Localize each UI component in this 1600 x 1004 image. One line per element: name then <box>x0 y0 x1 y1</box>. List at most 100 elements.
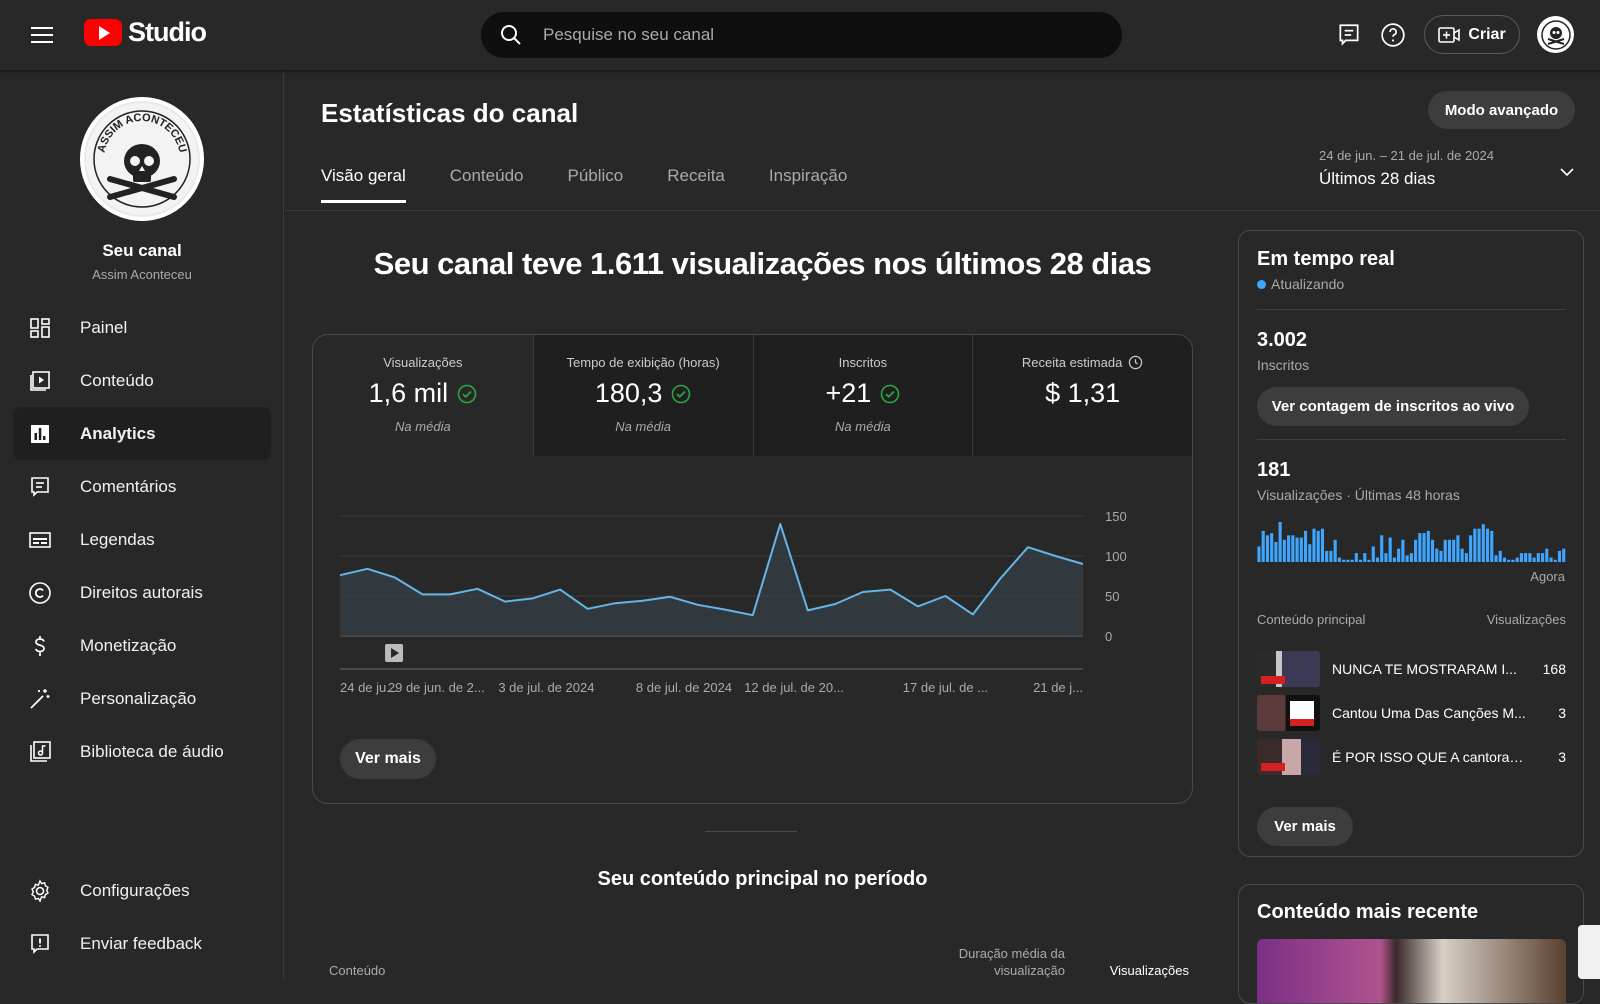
realtime-bar[interactable] <box>1354 553 1358 562</box>
realtime-bar[interactable] <box>1346 559 1350 562</box>
realtime-bar[interactable] <box>1388 537 1392 562</box>
tab-visao-geral[interactable]: Visão geral <box>321 166 406 203</box>
realtime-bar[interactable] <box>1536 553 1540 562</box>
data-point[interactable] <box>530 595 536 601</box>
realtime-bar[interactable] <box>1265 535 1269 562</box>
realtime-bar[interactable] <box>1469 535 1473 562</box>
metric-watch-time[interactable]: Tempo de exibição (horas) 180,3 Na média <box>532 335 753 456</box>
realtime-bar[interactable] <box>1511 559 1515 562</box>
realtime-bar[interactable] <box>1477 528 1481 562</box>
sidebar-item-analytics[interactable]: Analytics <box>13 407 271 460</box>
realtime-bar[interactable] <box>1426 530 1430 562</box>
realtime-bar[interactable] <box>1481 524 1485 562</box>
realtime-bar[interactable] <box>1397 548 1401 562</box>
realtime-bar[interactable] <box>1562 548 1566 562</box>
realtime-bar[interactable] <box>1329 550 1333 562</box>
sidebar-item-biblioteca-de-audio[interactable]: Biblioteca de áudio <box>13 725 271 778</box>
create-button[interactable]: Criar <box>1424 15 1520 54</box>
realtime-bar[interactable] <box>1414 539 1418 562</box>
views-chart[interactable]: 0 50 100 150 24 de ju... 29 de jun. de 2... 3 … <box>313 456 1192 803</box>
realtime-bar[interactable] <box>1443 539 1447 562</box>
list-item[interactable]: Cantou Uma Das Canções M... 3 <box>1257 695 1566 731</box>
realtime-bar[interactable] <box>1363 553 1367 562</box>
realtime-bar[interactable] <box>1325 550 1329 562</box>
metric-subscribers[interactable]: Inscritos +21 Na média <box>752 335 973 456</box>
realtime-bar[interactable] <box>1460 548 1464 562</box>
sidebar-item-conteudo[interactable]: Conteúdo <box>13 354 271 407</box>
realtime-bar[interactable] <box>1405 555 1409 562</box>
realtime-bar[interactable] <box>1452 539 1456 562</box>
realtime-bar[interactable] <box>1447 539 1452 562</box>
tab-conteudo[interactable]: Conteúdo <box>449 166 524 185</box>
data-point[interactable] <box>750 612 756 618</box>
data-point[interactable] <box>997 575 1003 581</box>
realtime-bar[interactable] <box>1380 535 1384 562</box>
realtime-bar[interactable] <box>1282 539 1286 562</box>
account-avatar[interactable] <box>1537 16 1574 53</box>
search-bar[interactable] <box>481 12 1122 58</box>
realtime-bar[interactable] <box>1435 548 1439 562</box>
realtime-bar[interactable] <box>1303 530 1308 562</box>
realtime-bar[interactable] <box>1507 559 1511 562</box>
data-point[interactable] <box>365 566 371 572</box>
sidebar-item-enviar-feedback[interactable]: Enviar feedback <box>13 917 271 970</box>
live-subscriber-count-button[interactable]: Ver contagem de inscritos ao vivo <box>1257 387 1529 426</box>
data-point[interactable] <box>585 606 591 612</box>
realtime-see-more-button[interactable]: Ver mais <box>1257 807 1353 846</box>
data-point[interactable] <box>1025 544 1031 550</box>
realtime-bar[interactable] <box>1274 542 1278 562</box>
realtime-bar[interactable] <box>1456 535 1460 562</box>
data-point[interactable] <box>447 591 453 597</box>
realtime-bar[interactable] <box>1316 530 1320 562</box>
realtime-bar[interactable] <box>1409 553 1413 562</box>
realtime-bar[interactable] <box>1401 539 1405 562</box>
data-point[interactable] <box>1080 561 1086 567</box>
data-point[interactable] <box>392 575 398 581</box>
sidebar-item-monetizacao[interactable]: Monetização <box>13 619 271 672</box>
realtime-bar[interactable] <box>1498 550 1502 562</box>
realtime-bar[interactable] <box>1371 546 1375 562</box>
data-point[interactable] <box>942 593 948 599</box>
sidebar-item-painel[interactable]: Painel <box>13 301 271 354</box>
realtime-bar[interactable] <box>1299 537 1303 562</box>
data-point[interactable] <box>722 607 728 613</box>
data-point[interactable] <box>970 611 976 617</box>
recent-video-thumbnail[interactable] <box>1257 939 1566 1003</box>
realtime-bar[interactable] <box>1519 553 1523 562</box>
data-point[interactable] <box>612 600 618 606</box>
realtime-bar[interactable] <box>1473 528 1477 562</box>
realtime-bar[interactable] <box>1490 530 1494 562</box>
date-range-selector[interactable]: 24 de jun. – 21 de jul. de 2024 Últimos … <box>1319 148 1589 189</box>
data-point[interactable] <box>667 594 673 600</box>
realtime-bar[interactable] <box>1367 559 1371 562</box>
realtime-bar[interactable] <box>1549 557 1553 562</box>
search-input[interactable] <box>543 25 1083 45</box>
realtime-bar[interactable] <box>1553 559 1557 562</box>
realtime-bar[interactable] <box>1392 557 1396 562</box>
realtime-bar[interactable] <box>1320 528 1325 562</box>
realtime-bar[interactable] <box>1557 550 1562 562</box>
realtime-views-bars[interactable] <box>1257 517 1566 562</box>
data-point[interactable] <box>640 598 646 604</box>
realtime-bar[interactable] <box>1541 553 1545 562</box>
list-item[interactable]: É POR ISSO QUE A cantora d... 3 <box>1257 739 1566 775</box>
col-header-views[interactable]: Visualizações <box>1109 963 1189 978</box>
realtime-bar[interactable] <box>1308 544 1312 562</box>
data-point[interactable] <box>860 589 866 595</box>
realtime-bar[interactable] <box>1502 557 1507 562</box>
data-point[interactable] <box>337 572 343 578</box>
realtime-bar[interactable] <box>1350 559 1354 562</box>
realtime-bar[interactable] <box>1384 553 1388 562</box>
realtime-bar[interactable] <box>1524 553 1528 562</box>
data-point[interactable] <box>1052 553 1058 559</box>
realtime-bar[interactable] <box>1422 533 1426 562</box>
list-item[interactable]: NUNCA TE MOSTRARAM I... 168 <box>1257 651 1566 687</box>
sidebar-item-personalizacao[interactable]: Personalização <box>13 672 271 725</box>
tab-publico[interactable]: Público <box>567 166 624 185</box>
sidebar-item-direitos-autorais[interactable]: Direitos autorais <box>13 566 271 619</box>
realtime-bar[interactable] <box>1532 557 1536 562</box>
data-point[interactable] <box>887 587 893 593</box>
col-header-content[interactable]: Conteúdo <box>329 963 386 978</box>
realtime-bar[interactable] <box>1257 546 1261 562</box>
data-point[interactable] <box>475 586 481 592</box>
